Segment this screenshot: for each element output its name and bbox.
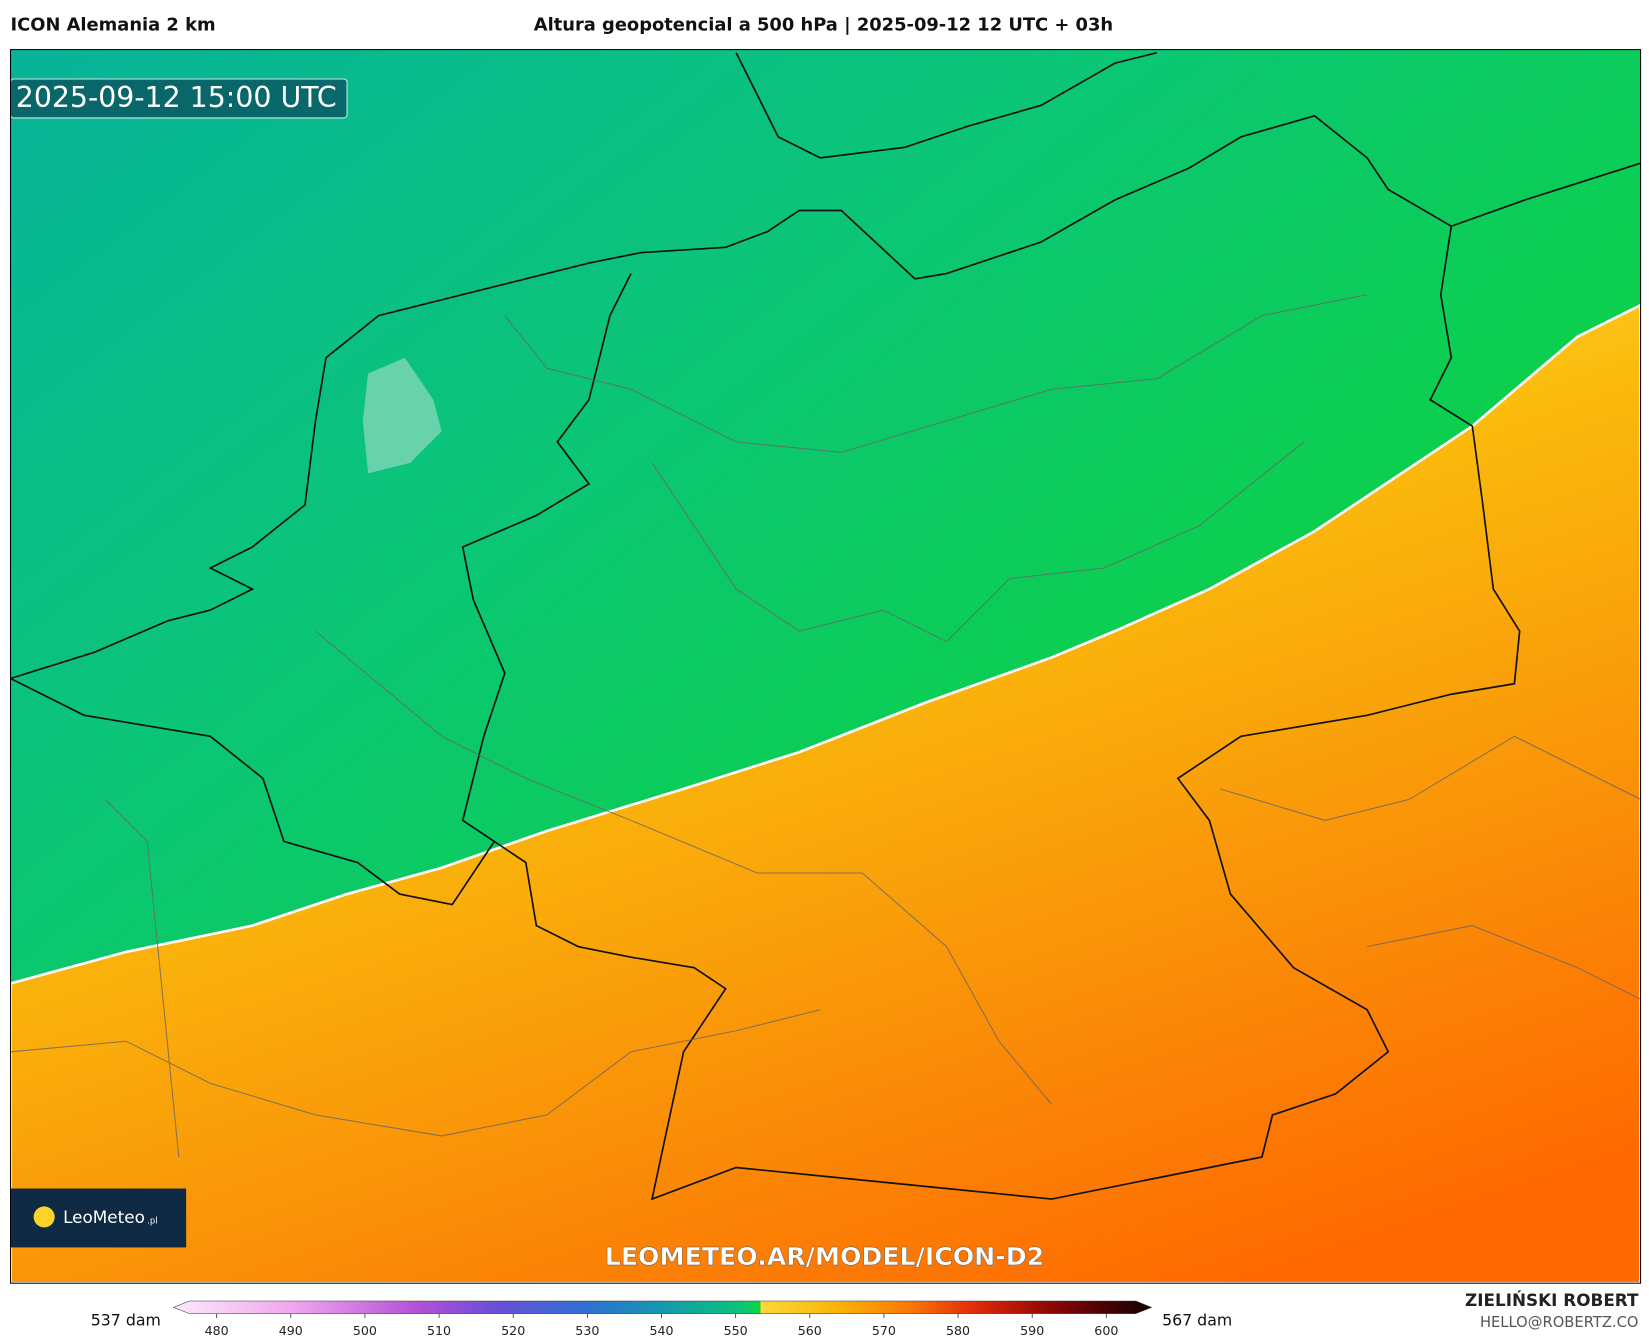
map-title: Altura geopotencial a 500 hPa | 2025-09-… — [534, 14, 1113, 35]
colorbar — [172, 1300, 1153, 1314]
logo-suffix: .pl — [147, 1216, 157, 1226]
coastlines — [10, 51, 1641, 1201]
colorbar-tick-label: 480 — [205, 1323, 229, 1338]
author: ZIELIŃSKI ROBERT — [1465, 1289, 1639, 1310]
colorbar-tick-label: 530 — [575, 1323, 599, 1338]
colorbar-tick-label: 550 — [724, 1323, 748, 1338]
colorbar-tick-label: 570 — [872, 1323, 896, 1338]
colorbar-min: 537 dam — [91, 1311, 161, 1330]
colorbar-tick-label: 520 — [501, 1323, 525, 1338]
lake — [362, 357, 442, 474]
borders — [10, 294, 1641, 1158]
colorbar-tick-label: 590 — [1020, 1323, 1044, 1338]
colorbar-max: 567 dam — [1162, 1311, 1232, 1330]
colorbar-tick-label: 500 — [353, 1323, 377, 1338]
colorbar-tick-label: 510 — [427, 1323, 451, 1338]
map: 2025-09-12 15:00 UTC LeoMeteo .pl LEOMET… — [10, 49, 1641, 1284]
logo-sun — [33, 1206, 55, 1228]
colorbar-tick-label: 600 — [1094, 1323, 1118, 1338]
timestamp-box — [10, 78, 348, 119]
colorbar-tick-label: 490 — [279, 1323, 303, 1338]
colorbar-tick-label: 560 — [798, 1323, 822, 1338]
email: HELLO@ROBERTZ.CO — [1480, 1314, 1639, 1331]
watermark: LEOMETEO.AR/MODEL/ICON-D2 — [605, 1242, 1044, 1271]
model-name: ICON Alemania 2 km — [11, 14, 216, 35]
colorbar-tick-label: 580 — [946, 1323, 970, 1338]
logo-text: LeoMeteo — [63, 1207, 145, 1227]
field-warm — [10, 303, 1641, 1284]
colorbar-tick-label: 540 — [649, 1323, 673, 1338]
map-frame — [9, 49, 1642, 1284]
timestamp: 2025-09-12 15:00 UTC — [16, 81, 337, 114]
